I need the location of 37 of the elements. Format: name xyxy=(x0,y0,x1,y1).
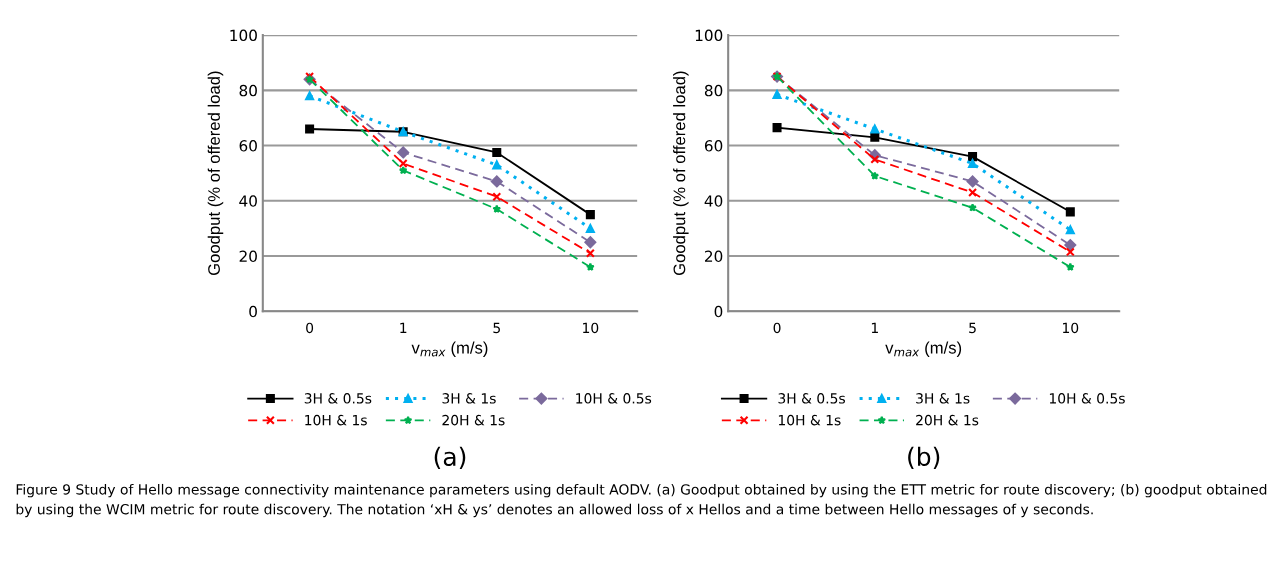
legend-label: 20H & 1s xyxy=(442,414,505,426)
y-tick-label: 100 xyxy=(695,29,723,42)
x-tick-label: 10 xyxy=(583,322,599,334)
x-axis-title: v$_{max}$ (m/s) xyxy=(885,341,962,357)
legend-label: 3H & 0.5s xyxy=(778,393,845,404)
legend-label: 3H & 1s xyxy=(916,393,970,404)
legend-label: 10H & 1s xyxy=(778,414,841,426)
legend-label: 20H & 1s xyxy=(916,414,979,426)
x-tick-label: 1 xyxy=(400,322,407,333)
x-axis-title: v$_{max}$ (m/s) xyxy=(411,341,488,357)
y-axis-title: Goodput (% of offered load) xyxy=(207,71,224,276)
y-axis-title: Goodput (% of offered load) xyxy=(673,71,689,276)
caption: Figure 9 Study of Hello message connectivity maintenance parameters using default AODV. (a) Goodput obtained by using the ETT metric for route discovery; (b) goodput obtained by using the WCIM metric for route discovery. The notation ‘xH & ys’ denotes an allowed loss of x Hellos and a time between Hello messages of y seconds. xyxy=(16,483,1267,518)
x-tick-label: 1 xyxy=(871,322,878,333)
x-tick-label: 5 xyxy=(493,322,500,334)
legend-label: 3H & 0.5s xyxy=(304,393,372,404)
text: (b) xyxy=(908,446,940,469)
y-tick-label: 40 xyxy=(704,195,723,207)
x-tick-label: 0 xyxy=(306,322,314,334)
y-tick-label: 20 xyxy=(704,250,723,263)
legend-label: 10H & 1s xyxy=(305,414,367,426)
x-tick-label: 5 xyxy=(969,322,976,334)
y-tick-label: 40 xyxy=(239,195,257,207)
y-tick-label: 0 xyxy=(714,305,723,318)
x-tick-label: 0 xyxy=(773,322,781,334)
y-tick-label: 60 xyxy=(239,140,257,152)
y-tick-label: 20 xyxy=(239,250,257,263)
legend-label: 10H & 0.5s xyxy=(576,393,652,404)
y-tick-label: 60 xyxy=(704,140,723,152)
legend-label: 10H & 0.5s xyxy=(1049,393,1125,404)
y-tick-label: 80 xyxy=(239,84,257,97)
y-tick-label: 80 xyxy=(704,84,723,97)
legend-label: 3H & 1s xyxy=(442,393,496,404)
x-tick-label: 10 xyxy=(1063,322,1079,334)
y-tick-label: 0 xyxy=(249,305,257,318)
y-tick-label: 100 xyxy=(230,29,257,42)
text: (a) xyxy=(434,446,466,469)
